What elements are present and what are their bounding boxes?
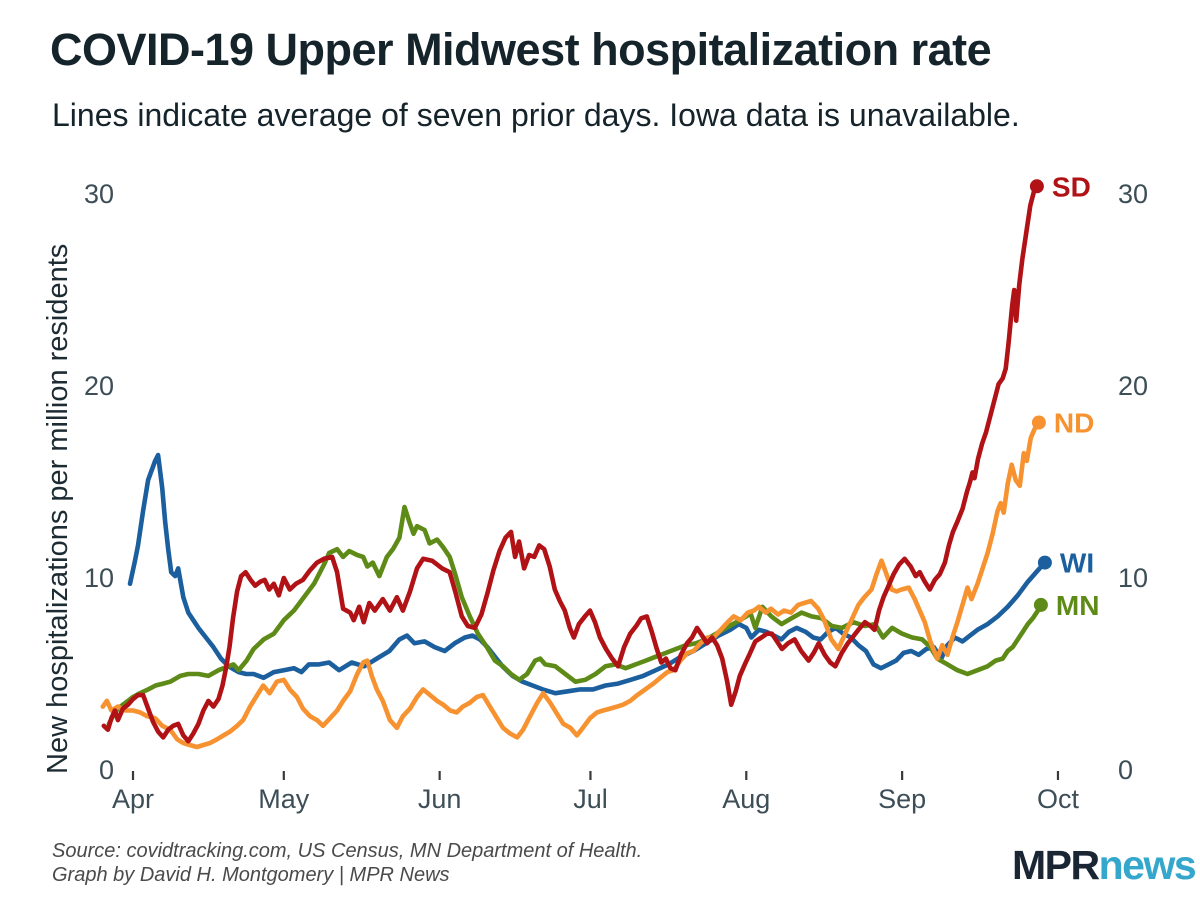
source-line-2: Graph by David H. Montgomery | MPR News [52, 864, 450, 886]
series-end-label-nd: ND [1054, 408, 1094, 439]
y-tick-label-right: 20 [1118, 371, 1148, 401]
series-end-dot-wi [1037, 555, 1052, 570]
series-line-sd [101, 184, 1040, 744]
logo-news-text: news [1098, 842, 1197, 888]
x-tick-label: Oct [1037, 784, 1080, 814]
y-tick-label-left: 0 [99, 755, 114, 785]
x-tick-label: Apr [112, 784, 154, 814]
y-tick-label-right: 30 [1118, 179, 1148, 209]
logo-mpr-text: MPR [1012, 842, 1100, 888]
x-tick-label: Aug [722, 784, 770, 814]
source-line-1: Source: covidtracking.com, US Census, MN… [52, 840, 643, 862]
y-tick-label-left: 10 [84, 563, 114, 593]
series-end-label-sd: SD [1052, 171, 1091, 202]
series-end-label-wi: WI [1060, 548, 1094, 579]
x-tick-label: May [258, 784, 310, 814]
series-end-dot-nd [1031, 415, 1046, 430]
series-line-mn [106, 504, 1044, 727]
series-line-wi [127, 452, 1048, 696]
mpr-news-logo: MPRnews [1012, 842, 1197, 889]
series-end-dot-sd [1029, 179, 1044, 194]
y-tick-label-left: 20 [84, 371, 114, 401]
x-tick-label: Jul [573, 784, 608, 814]
y-tick-label-left: 30 [84, 179, 114, 209]
page-subtitle: Lines indicate average of seven prior da… [52, 97, 1020, 133]
series-end-label-mn: MN [1056, 590, 1100, 621]
y-tick-label-right: 10 [1118, 563, 1148, 593]
page-title: COVID-19 Upper Midwest hospitalization r… [50, 24, 992, 75]
x-tick-label: Jun [418, 784, 462, 814]
series-end-dot-mn [1033, 597, 1048, 612]
series-line-nd [100, 420, 1042, 750]
y-tick-label-right: 0 [1118, 755, 1133, 785]
x-tick-label: Sep [878, 784, 926, 814]
